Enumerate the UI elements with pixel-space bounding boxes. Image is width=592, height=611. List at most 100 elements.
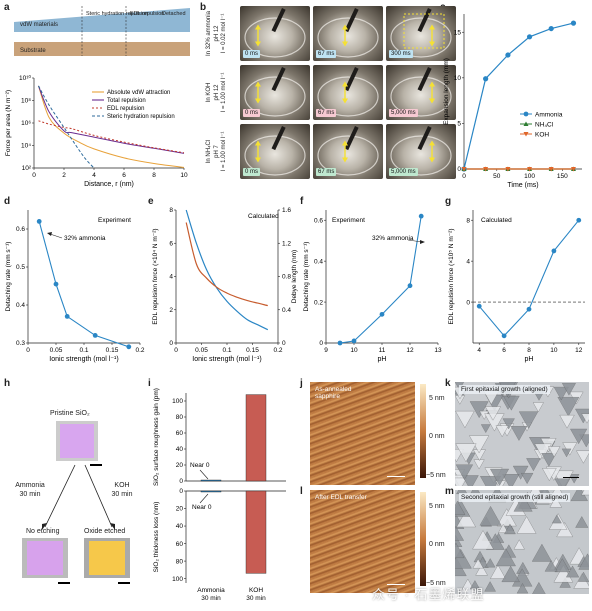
crystal-domain (542, 468, 557, 482)
data-point (551, 248, 557, 254)
crystal-domain (490, 468, 510, 486)
x-axis-label: Ionic strength (mol l⁻¹) (192, 356, 261, 363)
x-tick-label: 0 (174, 347, 178, 354)
ammonia-wafer (27, 541, 63, 575)
crystal-domain (485, 406, 501, 421)
x-axis-label: Time (ms) (507, 182, 538, 189)
time-stamp: 5,000 ms (389, 168, 418, 176)
colorbar-tick-l-bot: −5 nm (426, 580, 446, 587)
chart-g: 4 6 8 10 12 0 4 8 pH EDL repulsion force (×10⁵ N … (448, 210, 585, 363)
y2-tick-label: 0.4 (282, 307, 291, 314)
afm-image-l: After EDL transfer (310, 490, 415, 593)
annotation-arrowhead (420, 240, 425, 244)
x-tick-label: 0 (32, 172, 36, 179)
scale-bar (563, 476, 579, 478)
y-tick-label: 2 (169, 307, 173, 314)
arrow-head (342, 140, 348, 146)
data-point (527, 167, 533, 172)
crystal-domain (532, 582, 546, 594)
chart-title: Experiment (98, 217, 131, 224)
arrow-head (255, 81, 261, 87)
panel-letter-j: j (300, 378, 303, 389)
tweezers (271, 67, 286, 92)
x-tick-label: 6 (502, 347, 506, 354)
ammonia-sample (22, 538, 68, 578)
legend-label: Ammonia (535, 111, 563, 118)
crystal-domain (581, 413, 589, 424)
panel-letter-e: e (148, 196, 154, 207)
y-tick-label: 8 (169, 207, 173, 214)
tweezers (417, 67, 432, 92)
crystal-domain (541, 453, 557, 467)
y2-axis-label: Debye length (nm) (291, 250, 298, 303)
data-point (501, 333, 507, 339)
legend-label: KOH (535, 131, 549, 138)
data-point (576, 217, 582, 223)
annotation-arrow (407, 239, 423, 243)
arrow-head (429, 24, 435, 30)
scale-bar (387, 583, 405, 585)
row-label-line: pH 12 (213, 25, 220, 42)
crystal-domain (532, 402, 544, 413)
crystal-domain (561, 383, 576, 396)
time-stamp: 0 ms (243, 168, 261, 176)
dish-rim (244, 135, 306, 176)
scale-bar (118, 582, 130, 584)
sem-label-m: Second epitaxial growth (still aligned) (459, 493, 571, 502)
row-label-line: In KOH (206, 82, 212, 103)
afm-image-j: As-annealed sapphire (310, 382, 415, 485)
crystal-domain (526, 458, 541, 472)
row-label-line: I = 1.00 mol l⁻¹ (221, 131, 227, 172)
crystal-domain (495, 548, 516, 567)
crystal-domain (513, 539, 525, 550)
x-tick-label: 12 (575, 347, 583, 354)
arrow-head (429, 140, 435, 146)
x-tick-label: 0.2 (273, 347, 282, 354)
legend-marker (523, 121, 529, 126)
crystal-domain (490, 564, 506, 579)
y-tick-label: 5 (457, 121, 461, 128)
series-line (38, 120, 185, 154)
y-tick-label: 100 (172, 398, 183, 405)
x-tick-label: 8 (527, 347, 531, 354)
bar (200, 479, 222, 482)
label-substrate: Substrate (20, 48, 46, 54)
annotation-arrow (199, 493, 209, 504)
legend-marker (523, 132, 529, 137)
chart-i: 0 20 40 60 80 100 SiO₂ surface roughness gain … (153, 388, 286, 602)
y2-tick-label: 1.2 (282, 240, 291, 247)
crystal-domain (549, 496, 562, 508)
legend-label: Absolute vdW attraction (107, 90, 170, 96)
x-tick-label: 4 (92, 172, 96, 179)
x-tick-label: 0.15 (106, 347, 119, 354)
bar (245, 490, 267, 574)
panel-letter-f: f (300, 196, 304, 207)
chart-d: 0 0.05 0.1 0.15 0.2 0.3 0.4 0.5 0.6 Ionic strengt… (5, 210, 145, 363)
tweezers (344, 126, 359, 151)
crystal-domain (513, 494, 533, 512)
chart-title: Experiment (332, 217, 365, 224)
annotation-arrow (199, 469, 209, 480)
crystal-domain (559, 415, 575, 429)
arrow-head (255, 98, 261, 104)
data-point (476, 303, 482, 309)
data-point (379, 311, 385, 317)
colorbar-tick-l-mid: 0 nm (429, 541, 445, 548)
y-tick-label: 0.3 (16, 340, 25, 347)
y-axis-label: Expansion length (mm) (443, 58, 450, 125)
x-tick-label: 0.05 (50, 347, 63, 354)
x-tick-label: 11 (379, 347, 386, 354)
data-point (526, 306, 532, 312)
video-frame: 0 ms (240, 65, 310, 120)
crystal-domain (501, 565, 520, 583)
crystal-domain (565, 565, 580, 578)
y-tick-label: 0.4 (16, 302, 25, 309)
legend-label: EDL repulsion (107, 106, 144, 112)
pristine-label: Pristine SiO₂ (50, 410, 90, 417)
y-tick-label: 0 (169, 340, 173, 347)
row-label-line: I = 0.02 mol l⁻¹ (221, 13, 227, 54)
label-edl: EDL repulsion (130, 11, 164, 17)
row-label-0: In 32% ammonia pH 12 I = 0.02 mol l⁻¹ (206, 6, 234, 61)
